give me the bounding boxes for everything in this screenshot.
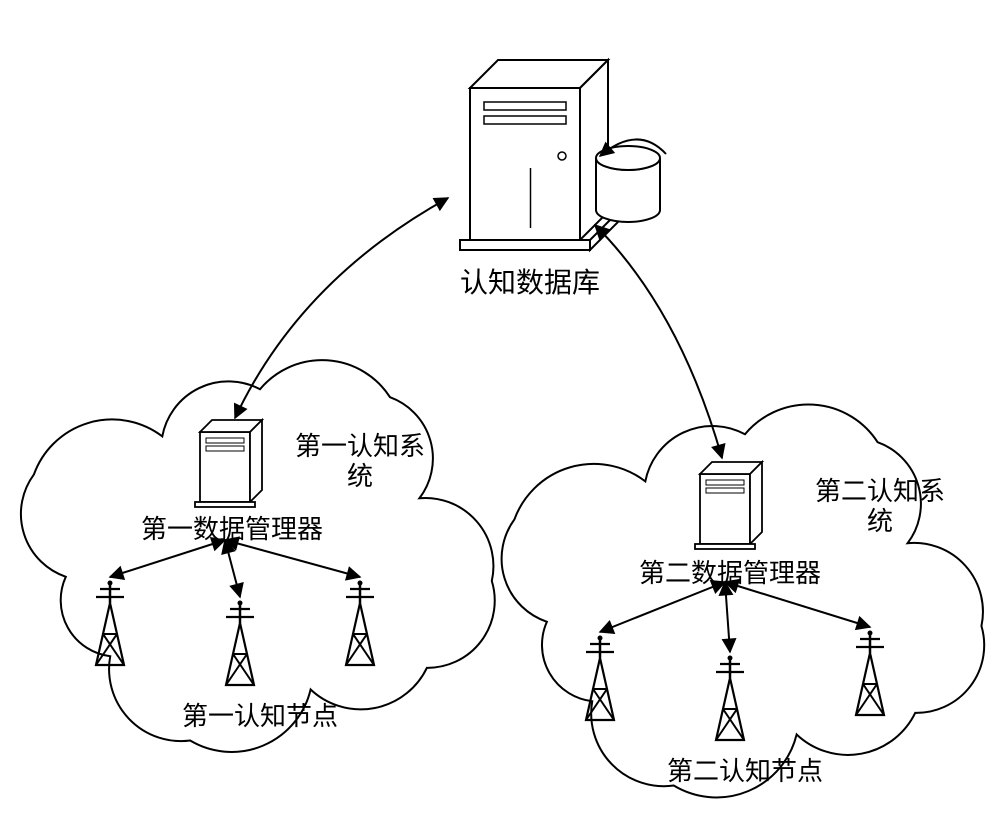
manager1-label: 第一数据管理器: [141, 514, 323, 544]
nodes1-label: 第一认知节点: [182, 701, 338, 731]
links-manager2-nodes: [600, 582, 870, 652]
nodes2-label: 第二认知节点: [667, 756, 823, 786]
manager2-server-icon: [695, 462, 762, 549]
database-label: 认知数据库: [460, 267, 600, 298]
system1-label-line1: 第一认知系: [295, 431, 425, 461]
nodes1-group: [96, 581, 374, 686]
system1-label-line2: 统: [347, 461, 373, 491]
link-db-to-manager1: [235, 198, 448, 418]
cloud-system1: [21, 360, 495, 752]
links-manager1-nodes: [110, 540, 360, 597]
system2-label-line2: 统: [867, 506, 893, 536]
central-server-icon: [460, 60, 666, 250]
system2-label-line1: 第二认知系: [815, 476, 945, 506]
manager1-server-icon: [195, 420, 262, 507]
nodes2-group: [586, 631, 884, 741]
link-db-to-manager2: [595, 225, 722, 458]
